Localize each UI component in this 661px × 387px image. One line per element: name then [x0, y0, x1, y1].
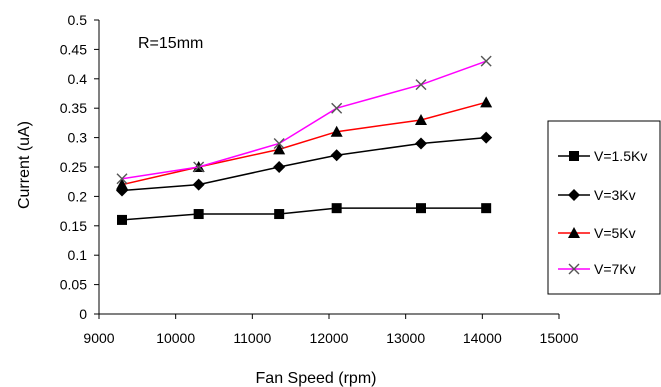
x-marker-stroke [193, 161, 205, 173]
legend-item: V=3Kv [558, 187, 636, 203]
series-1 [117, 203, 492, 225]
data-point [116, 173, 128, 185]
data-point [330, 125, 343, 137]
x-marker-stroke [568, 263, 580, 275]
series-line [121, 60, 487, 180]
x-marker-stroke [116, 173, 128, 185]
y-tick-label: 0.5 [68, 12, 88, 28]
data-point [481, 203, 492, 214]
x-tick-label: 10000 [156, 330, 195, 346]
data-point [415, 79, 427, 91]
y-tick-label: 0 [79, 306, 87, 322]
y-tick-label: 0.4 [68, 71, 88, 87]
legend-label: V=3Kv [594, 187, 636, 203]
data-point [415, 137, 427, 150]
legend-box [547, 120, 661, 295]
data-point [331, 102, 343, 114]
legend-label: V=5Kv [594, 225, 636, 241]
x-marker-stroke [415, 79, 427, 91]
data-point [331, 203, 342, 214]
series-line [121, 207, 487, 221]
data-point [193, 161, 205, 173]
data-point [416, 203, 426, 214]
x-tick-label: 15000 [540, 330, 579, 346]
x-tick-label: 11000 [233, 330, 271, 346]
data-point [117, 214, 127, 225]
data-point [116, 178, 128, 190]
series-line [121, 136, 487, 192]
data-point [480, 96, 493, 108]
legend-item: V=7Kv [558, 261, 636, 277]
legend-marker [568, 189, 580, 201]
chart-annotation: R=15mm [138, 35, 203, 52]
x-tick-label: 12000 [310, 330, 349, 346]
data-point [330, 149, 343, 162]
legend: V=1.5Kv V=3Kv V=5Kv V=7Kv [547, 120, 661, 295]
series-4 [116, 55, 492, 185]
data-point [274, 209, 285, 220]
y-tick-label: 0.45 [60, 41, 87, 57]
data-point [192, 178, 205, 191]
y-tick-label: 0.3 [68, 130, 88, 146]
data-point [480, 55, 492, 67]
legend-marker [568, 227, 580, 238]
x-tick-label: 13000 [386, 330, 425, 346]
y-axis-title: Current (uA) [16, 121, 33, 209]
data-point [480, 131, 493, 144]
data-point [193, 209, 204, 220]
legend-item: V=1.5Kv [558, 148, 647, 164]
y-tick-label: 0.25 [60, 159, 87, 175]
y-tick-label: 0.2 [68, 188, 88, 204]
x-tick-label: 9000 [83, 330, 114, 346]
x-marker-stroke [331, 102, 343, 114]
legend-marker [569, 151, 579, 161]
data-point [273, 137, 285, 149]
series-layer [116, 55, 493, 225]
data-point [273, 161, 286, 173]
series-line [121, 101, 487, 186]
legend-label: V=1.5Kv [594, 148, 647, 164]
series-3 [116, 96, 493, 190]
y-tick-label: 0.1 [68, 247, 88, 263]
x-marker-stroke [273, 137, 285, 149]
ticks: 0 0.05 0.1 0.15 0.2 0.25 0.3 0.35 0.4 0.45 0.5 9000… [60, 12, 579, 346]
x-tick-label: 14000 [463, 330, 502, 346]
y-tick-label: 0.05 [60, 277, 87, 293]
legend-marker [568, 263, 580, 275]
data-point [273, 143, 286, 155]
x-marker-stroke [480, 55, 492, 67]
data-point [415, 113, 427, 125]
y-tick-label: 0.35 [60, 100, 87, 116]
x-axis-title: Fan Speed (rpm) [256, 370, 377, 387]
legend-label: V=7Kv [594, 261, 636, 277]
legend-item: V=5Kv [558, 225, 636, 241]
y-tick-label: 0.15 [60, 218, 87, 234]
